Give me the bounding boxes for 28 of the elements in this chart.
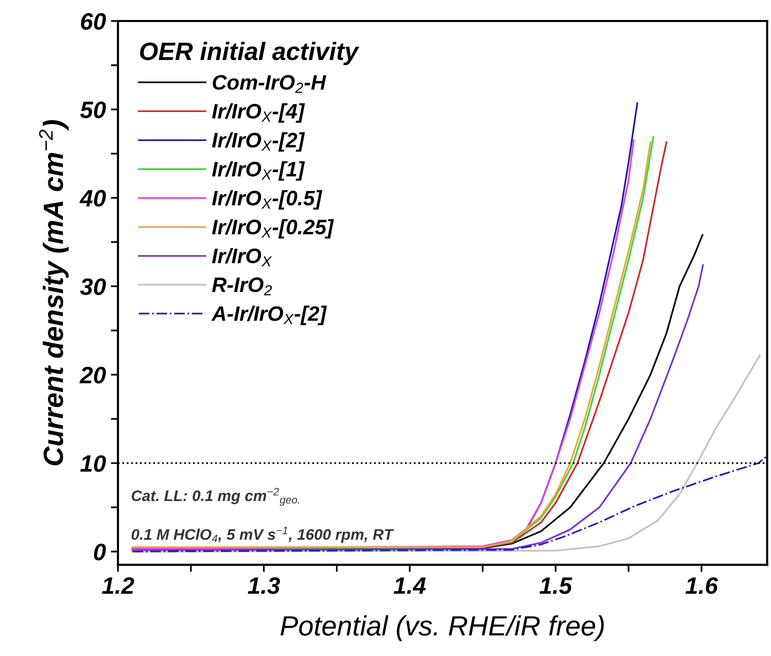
y-axis-title: Current density (mA cm$^{−2}$) xyxy=(39,120,69,466)
y-tick-label: 30 xyxy=(80,278,106,296)
legend-label: Com-IrO$_{2}$-H xyxy=(212,75,326,93)
x-tick-label: 1.4 xyxy=(394,577,426,594)
annotation: 0.1 M HClO$_{4}$, 5 mV s$^{−1}$, 1600 rpm, RT xyxy=(132,526,394,543)
y-tick-label: 40 xyxy=(80,190,106,207)
legend-label: Ir/IrO$_{X}$-[0.5] xyxy=(212,190,322,210)
line-series xyxy=(132,354,761,552)
y-tick-label: 0 xyxy=(94,544,106,560)
line-series xyxy=(132,455,768,552)
x-tick-label: 1.6 xyxy=(685,577,718,594)
x-tick-label: 1.5 xyxy=(540,577,572,594)
y-tick-label: 60 xyxy=(80,13,106,30)
annotation: Cat. LL: 0.1 mg cm$^{−2}$$_{geo.}$ xyxy=(132,488,300,506)
x-tick-label: 1.3 xyxy=(248,577,280,594)
y-tick-label: 50 xyxy=(80,101,106,118)
legend-label: Ir/IrO$_{X}$-[2] xyxy=(212,132,305,152)
legend-label: Ir/IrO$_{X}$-[4] xyxy=(212,103,305,123)
legend-label: Ir/IrO$_{X}$-[1] xyxy=(212,161,305,181)
legend-label: A-Ir/IrO$_{X}$-[2] xyxy=(211,306,327,326)
x-tick-label: 1.2 xyxy=(102,577,134,594)
legend-label: R-IrO$_{2}$ xyxy=(212,277,272,296)
y-tick-label: 20 xyxy=(80,366,106,384)
legend-title: OER initial activity xyxy=(140,42,360,66)
legend-label: Ir/IrO$_{X}$ xyxy=(212,248,272,266)
x-axis-title: Potential (vs. RHE/iR free) xyxy=(280,615,604,642)
legend-label: Ir/IrO$_{X}$-[0.25] xyxy=(212,219,334,239)
y-tick-label: 10 xyxy=(80,455,106,472)
